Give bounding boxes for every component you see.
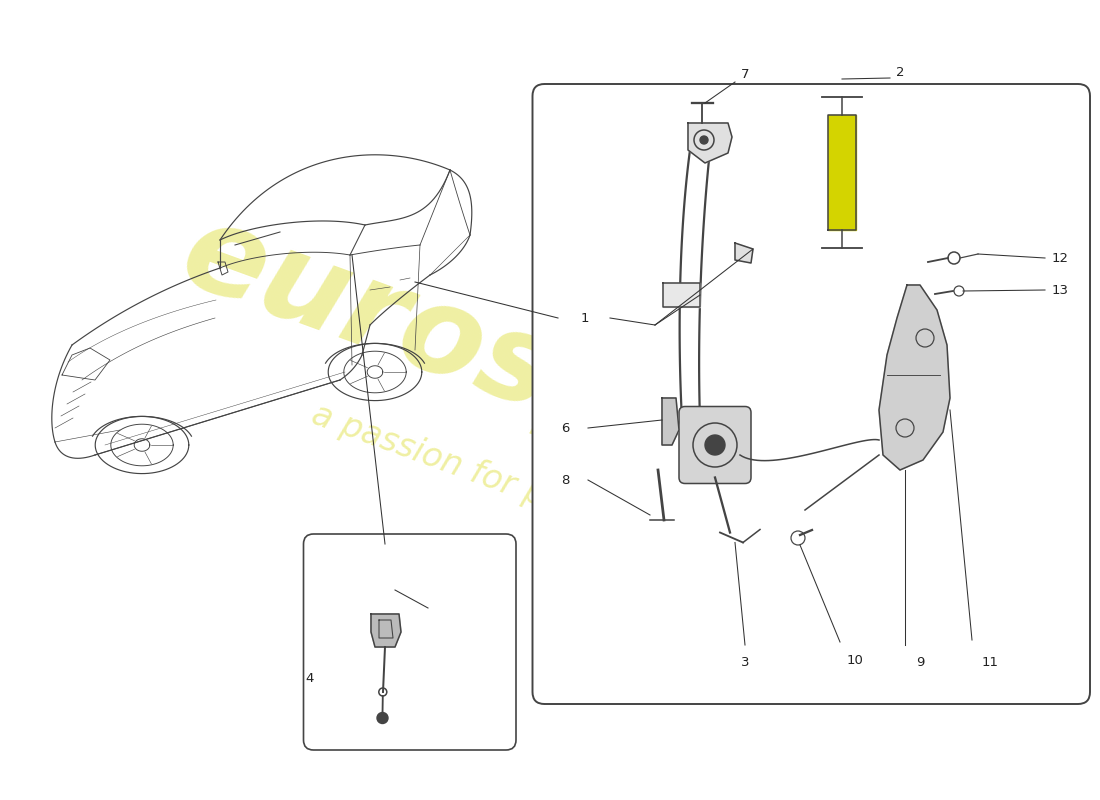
Text: eurospares: eurospares xyxy=(167,193,933,567)
Text: 6: 6 xyxy=(561,422,569,434)
Polygon shape xyxy=(662,398,679,445)
Text: 1: 1 xyxy=(581,311,590,325)
Text: 4: 4 xyxy=(306,671,315,685)
FancyBboxPatch shape xyxy=(304,534,516,750)
Text: 9: 9 xyxy=(916,655,924,669)
Polygon shape xyxy=(663,283,700,307)
Text: 13: 13 xyxy=(1052,283,1068,297)
Text: 8: 8 xyxy=(561,474,569,486)
FancyBboxPatch shape xyxy=(679,406,751,483)
Polygon shape xyxy=(688,123,732,163)
Text: a passion for parts since 1985: a passion for parts since 1985 xyxy=(308,398,792,602)
Polygon shape xyxy=(879,285,950,470)
FancyBboxPatch shape xyxy=(532,84,1090,704)
Text: 3: 3 xyxy=(740,655,749,669)
Polygon shape xyxy=(371,614,402,647)
Text: 10: 10 xyxy=(847,654,864,666)
Circle shape xyxy=(377,713,388,723)
Text: 11: 11 xyxy=(981,655,999,669)
Bar xyxy=(828,115,856,230)
Text: 2: 2 xyxy=(895,66,904,78)
Text: 7: 7 xyxy=(740,69,749,82)
Circle shape xyxy=(705,435,725,455)
Circle shape xyxy=(700,136,708,144)
Text: 12: 12 xyxy=(1052,251,1068,265)
Polygon shape xyxy=(735,243,754,263)
